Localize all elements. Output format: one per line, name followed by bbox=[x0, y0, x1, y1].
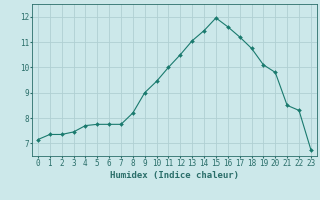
X-axis label: Humidex (Indice chaleur): Humidex (Indice chaleur) bbox=[110, 171, 239, 180]
